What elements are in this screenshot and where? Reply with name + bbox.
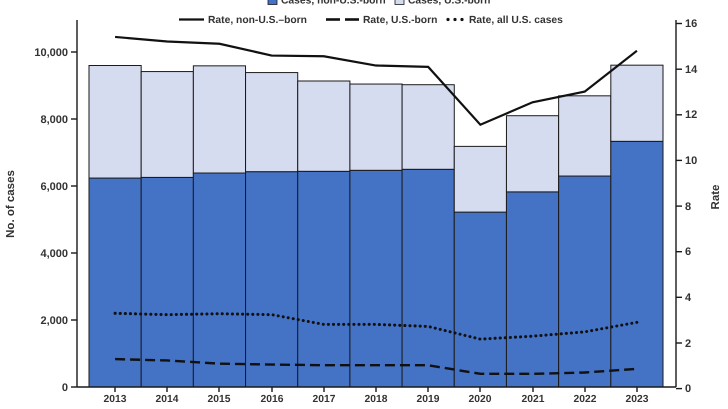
svg-text:Rate, non-U.S.–born: Rate, non-U.S.–born: [208, 15, 307, 26]
svg-text:2013: 2013: [104, 394, 127, 405]
svg-text:10: 10: [685, 155, 697, 167]
svg-text:16: 16: [685, 18, 697, 30]
svg-text:4: 4: [685, 292, 692, 304]
svg-text:2022: 2022: [574, 394, 597, 405]
svg-text:4,000: 4,000: [40, 248, 68, 260]
svg-text:2016: 2016: [261, 394, 284, 405]
svg-text:No. of cases: No. of cases: [5, 170, 17, 238]
svg-text:6,000: 6,000: [40, 181, 68, 193]
svg-text:6: 6: [685, 246, 691, 258]
svg-text:12: 12: [685, 109, 697, 121]
svg-text:2014: 2014: [156, 394, 179, 405]
svg-text:2015: 2015: [208, 394, 231, 405]
svg-text:2020: 2020: [469, 394, 492, 405]
svg-text:Cases, non-U.S.-born: Cases, non-U.S.-born: [281, 0, 386, 6]
svg-text:2019: 2019: [417, 394, 440, 405]
svg-text:Cases, U.S.-born: Cases, U.S.-born: [408, 0, 490, 6]
svg-text:8: 8: [685, 201, 691, 213]
svg-text:Rate, U.S.-born: Rate, U.S.-born: [363, 15, 437, 26]
svg-text:0: 0: [685, 383, 691, 395]
svg-text:2023: 2023: [626, 394, 649, 405]
svg-text:2018: 2018: [365, 394, 388, 405]
svg-text:10,000: 10,000: [34, 47, 68, 59]
svg-text:2,000: 2,000: [40, 315, 68, 327]
svg-text:Rate: Rate: [710, 185, 722, 210]
svg-text:2017: 2017: [313, 394, 336, 405]
svg-text:14: 14: [685, 64, 698, 76]
svg-text:0: 0: [62, 382, 68, 394]
svg-text:2: 2: [685, 338, 691, 350]
svg-text:8,000: 8,000: [40, 114, 68, 126]
svg-text:Rate, all U.S. cases: Rate, all U.S. cases: [469, 15, 563, 26]
svg-text:2021: 2021: [522, 394, 545, 405]
